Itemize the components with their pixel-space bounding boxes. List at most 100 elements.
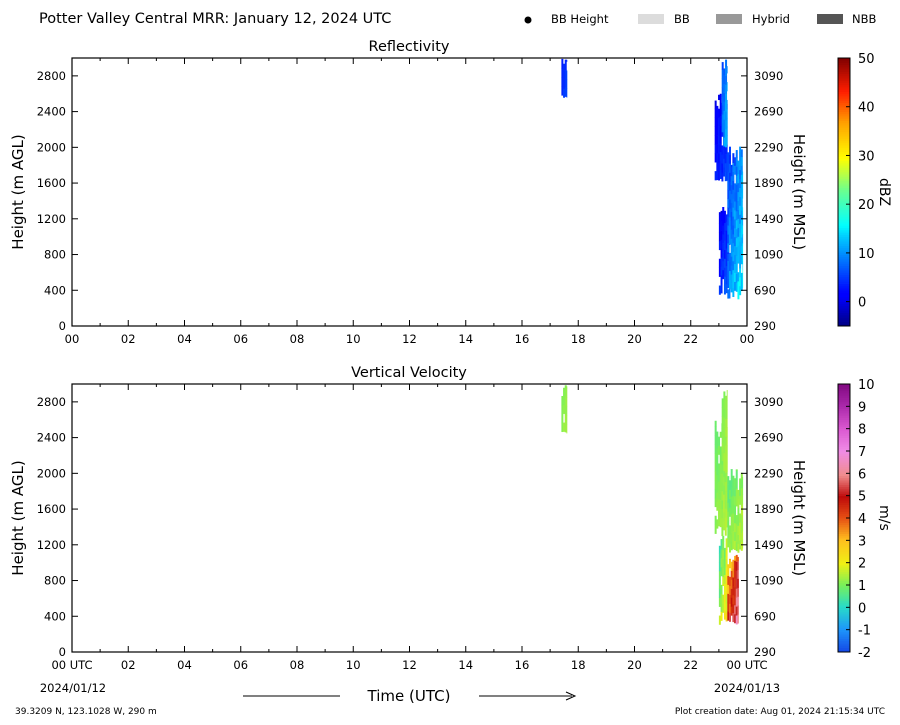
echo-cell (727, 189, 730, 199)
colorbar-segment (838, 120, 850, 124)
echo-cell (721, 96, 724, 106)
echo-cell (723, 556, 726, 567)
colorbar-segment (838, 435, 850, 438)
echo-cell (734, 219, 737, 229)
y-tick-label: 2000 (37, 140, 66, 154)
colorbar-segment (838, 437, 850, 441)
echo-cell (727, 225, 730, 235)
echo-cell (730, 211, 733, 221)
colorbar-segment (838, 553, 850, 557)
echo-cell (718, 240, 721, 251)
colorbar-segment (838, 131, 850, 135)
echo-cell (721, 163, 724, 173)
echo-cell (739, 478, 742, 487)
reflectivity-title: Reflectivity (369, 39, 450, 55)
echo-cell (730, 606, 733, 616)
colorbar-segment (838, 256, 850, 260)
echo-cell (719, 500, 722, 510)
colorbar-segment (838, 410, 850, 414)
echo-cell (735, 588, 738, 598)
velocity-echoes (561, 385, 744, 625)
echo-cell (718, 561, 721, 572)
echo-cell (729, 543, 731, 553)
echo-cell (722, 558, 725, 569)
echo-cell (566, 406, 568, 416)
echo-cell (727, 253, 730, 263)
echo-cell (734, 157, 737, 166)
echo-cluster (561, 385, 568, 434)
colorbar-segment (838, 272, 850, 276)
nbb-legend-swatch (817, 14, 843, 24)
colorbar-segment (838, 504, 850, 508)
reflectivity-plot-area (72, 58, 747, 326)
echo-cell (727, 511, 730, 521)
echo-cell (723, 240, 726, 250)
echo-cell (723, 210, 726, 215)
echo-cell (739, 178, 742, 188)
echo-cell (734, 165, 737, 175)
echo-cell (719, 107, 722, 117)
bb-height-legend-dot (524, 16, 532, 24)
colorbar-segment (838, 261, 850, 264)
end-date-label: 2024/01/13 (714, 681, 780, 695)
echo-cell (725, 84, 728, 94)
echo-cell (723, 128, 726, 138)
echo-cell (735, 554, 738, 562)
echo-cell (725, 585, 728, 595)
colorbar-segment (838, 319, 850, 322)
echo-cell (716, 456, 719, 467)
echo-cell (714, 426, 717, 436)
colorbar-segment (838, 448, 850, 452)
echo-cell (735, 150, 738, 158)
echo-cell (740, 523, 743, 533)
echo-cell (561, 413, 564, 424)
bb-legend-swatch (638, 14, 664, 24)
echo-cell (561, 404, 564, 415)
echo-cell (727, 261, 730, 271)
echo-cell (723, 149, 726, 159)
colorbar-segment (838, 457, 850, 461)
echo-cell (720, 221, 723, 231)
x-tick-label: 00 (65, 332, 80, 346)
echo-cell (722, 216, 725, 226)
echo-cell (718, 214, 721, 224)
echo-cell (735, 273, 738, 283)
echo-cell (734, 192, 737, 202)
echo-cell (735, 570, 738, 580)
colorbar-segment (838, 462, 850, 465)
echo-cell (742, 180, 744, 190)
echo-cell (732, 234, 735, 244)
echo-cell (723, 592, 726, 602)
echo-cell (716, 108, 719, 118)
echo-cell (561, 86, 564, 96)
y2-tick-label: 690 (754, 283, 776, 297)
colorbar-segment (838, 66, 850, 70)
echo-cell (719, 431, 722, 438)
colorbar-segment (838, 564, 850, 568)
echo-cell (719, 482, 722, 492)
colorbar-segment (838, 212, 850, 215)
colorbar-segment (838, 198, 850, 202)
echo-cell (723, 68, 726, 76)
echo-cell (727, 153, 730, 164)
echo-cell (735, 469, 738, 471)
colorbar-segment (838, 580, 850, 584)
echo-cell (725, 400, 728, 411)
reflectivity-axes: 0400800120016002000240028002906901090149… (37, 58, 783, 346)
colorbar-segment (838, 401, 850, 405)
colorbar-segment (838, 535, 850, 539)
echo-cell (740, 183, 743, 193)
colorbar-segment (838, 203, 850, 206)
echo-cell (725, 603, 728, 613)
echo-cell (723, 276, 726, 286)
echo-cell (725, 120, 728, 130)
echo-cell (732, 162, 735, 172)
colorbar-segment (838, 142, 850, 146)
echo-cell (561, 59, 564, 69)
colorbar-segment (838, 185, 850, 188)
colorbar-segment (838, 439, 850, 443)
echo-cell (729, 612, 731, 622)
colorbar-segment (838, 640, 850, 644)
echo-cell (737, 578, 739, 588)
